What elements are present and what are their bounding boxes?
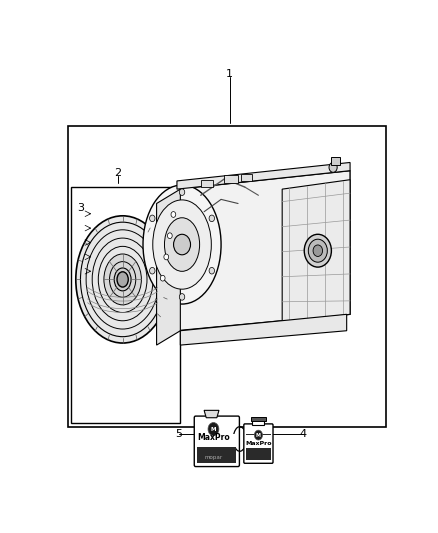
Circle shape	[208, 423, 219, 435]
Text: 3: 3	[77, 203, 84, 213]
Bar	[197, 434, 237, 463]
Circle shape	[209, 215, 215, 222]
Text: 4: 4	[299, 429, 306, 439]
Circle shape	[209, 268, 215, 274]
Polygon shape	[177, 163, 350, 189]
Circle shape	[254, 430, 262, 440]
Bar	[251, 417, 266, 421]
Ellipse shape	[76, 216, 170, 343]
Polygon shape	[180, 314, 346, 345]
FancyBboxPatch shape	[194, 416, 240, 466]
Circle shape	[179, 294, 185, 300]
Polygon shape	[282, 180, 350, 322]
Circle shape	[329, 163, 337, 172]
Circle shape	[179, 189, 185, 196]
Polygon shape	[156, 189, 180, 345]
Ellipse shape	[104, 254, 141, 305]
Text: 5: 5	[175, 429, 182, 439]
Circle shape	[304, 235, 332, 267]
Bar	[224, 175, 238, 183]
Circle shape	[313, 245, 322, 256]
Circle shape	[173, 235, 191, 255]
Ellipse shape	[117, 272, 128, 287]
Ellipse shape	[143, 185, 221, 304]
Bar	[197, 434, 237, 447]
Circle shape	[171, 212, 176, 217]
Circle shape	[150, 268, 155, 274]
Bar	[68, 125, 386, 427]
Text: MaxPro: MaxPro	[197, 433, 230, 442]
Text: mopar: mopar	[205, 455, 223, 461]
Ellipse shape	[114, 268, 131, 291]
Text: M: M	[211, 426, 216, 432]
Bar	[241, 174, 251, 181]
Bar	[71, 187, 180, 423]
Circle shape	[160, 276, 165, 281]
Circle shape	[167, 233, 172, 239]
Text: 2: 2	[114, 168, 121, 177]
Ellipse shape	[165, 218, 200, 271]
Circle shape	[164, 254, 169, 260]
Bar	[332, 157, 340, 165]
Text: MaxPro: MaxPro	[245, 441, 272, 446]
Ellipse shape	[153, 200, 211, 289]
Circle shape	[150, 215, 155, 222]
Text: 1: 1	[226, 69, 233, 79]
Text: M: M	[256, 433, 261, 438]
Bar	[201, 180, 212, 187]
Circle shape	[308, 239, 327, 262]
FancyBboxPatch shape	[244, 424, 273, 463]
Polygon shape	[177, 171, 350, 330]
Bar	[246, 435, 271, 448]
Bar	[252, 420, 265, 425]
Polygon shape	[204, 410, 219, 418]
Bar	[246, 434, 271, 461]
